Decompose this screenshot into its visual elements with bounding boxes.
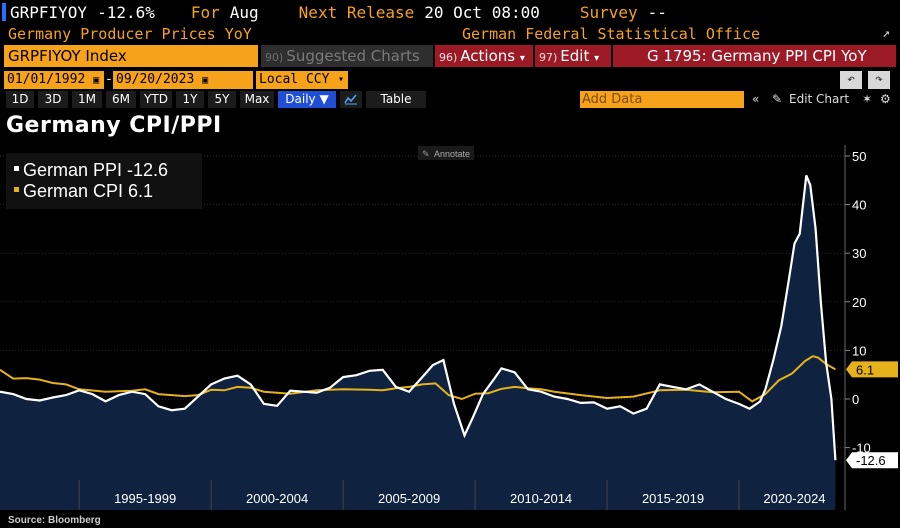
graph-title: G 1795: Germany PPI CPI YoY <box>613 45 896 67</box>
edit-label: Edit <box>560 47 590 65</box>
popout-icon[interactable]: ↗ <box>882 26 890 41</box>
redo-icon[interactable]: ↷ <box>868 71 890 89</box>
line-chart-icon[interactable] <box>340 91 362 108</box>
ppi-line <box>0 174 837 461</box>
date-range-row: 01/01/1992 ▣ - 09/20/2023 ▣ Local CCY ▾ … <box>0 71 900 89</box>
for-value: Aug <box>229 2 259 22</box>
ticker[interactable]: GRPFIYOY <box>10 2 88 22</box>
currency-value: Local CCY <box>259 72 330 87</box>
legend-ppi: German PPI -12.6 <box>23 160 168 180</box>
suggested-num: 90) <box>265 51 284 64</box>
y-axis-ticks: -10 0 10 20 30 40 50 <box>845 149 871 456</box>
survey-label: Survey <box>579 2 638 22</box>
edit-button[interactable]: 97) Edit ▾ <box>535 45 611 67</box>
x-tick-label: 2015-2019 <box>642 491 704 506</box>
legend-box <box>6 153 202 209</box>
period-5y[interactable]: 5Y <box>208 91 236 108</box>
chart-title: Germany CPI/PPI <box>6 113 222 138</box>
start-date-value: 01/01/1992 <box>7 72 86 87</box>
annotate-bg <box>418 146 474 160</box>
chevron-down-icon: ▾ <box>594 53 600 64</box>
gear-icon[interactable]: ⚙ <box>880 92 891 106</box>
next-release-label: Next Release <box>298 2 415 22</box>
cpi-tag-label: 6.1 <box>856 362 874 377</box>
security-marker <box>2 3 6 21</box>
period-1d[interactable]: 1D <box>6 91 34 108</box>
ppi-tag-bg <box>846 452 898 469</box>
undo-icon[interactable]: ↶ <box>840 71 862 89</box>
frequency-select[interactable]: Daily ▼ <box>278 91 336 108</box>
pencil-icon[interactable]: ✎ <box>772 92 783 106</box>
toolbar: GRPFIYOY Index 90) Suggested Charts 96) Ac… <box>0 45 900 67</box>
y-tick-label: -10 <box>852 441 871 456</box>
period-3d[interactable]: 3D <box>38 91 68 108</box>
legend-cpi: German CPI 6.1 <box>23 181 153 201</box>
suggested-charts-button[interactable]: 90) Suggested Charts <box>261 45 433 67</box>
x-axis-ticks: 1995-1999 2000-2004 2005-2009 2010-2014 2015… <box>114 491 825 506</box>
survey-value: -- <box>647 2 667 22</box>
end-date-input[interactable]: 09/20/2023 ▣ <box>113 71 253 89</box>
index-field[interactable]: GRPFIYOY Index <box>4 45 258 67</box>
for-label: For <box>190 2 220 22</box>
next-release-value: 20 Oct 08:00 <box>424 2 540 22</box>
annotate-button[interactable]: ✎ Annotate <box>418 146 474 160</box>
chevron-down-icon: ▾ <box>337 74 344 85</box>
source-text: Source: Bloomberg <box>8 515 101 526</box>
y-tick-label: 50 <box>852 149 866 164</box>
security-description: Germany Producer Prices YoY <box>8 25 252 43</box>
change-value: -12.6% <box>97 2 155 22</box>
x-tick-label: 2005-2009 <box>378 491 440 506</box>
end-date-value: 09/20/2023 <box>116 72 195 87</box>
legend-ppi-swatch <box>14 166 19 171</box>
y-tick-label: 20 <box>852 295 866 310</box>
add-data-input[interactable]: Add Data <box>580 91 744 108</box>
x-tick-label: 2020-2024 <box>763 491 825 506</box>
y-tick-label: 10 <box>852 343 866 358</box>
suggested-label: Suggested Charts <box>286 47 420 65</box>
pencil-icon: ✎ <box>422 150 430 160</box>
period-max[interactable]: Max <box>240 91 274 108</box>
collapse-icon[interactable]: « <box>752 92 760 106</box>
actions-button[interactable]: 96) Actions ▾ <box>435 45 533 67</box>
edit-num: 97) <box>539 51 558 64</box>
date-range-separator: - <box>105 72 113 87</box>
period-1m[interactable]: 1M <box>72 91 102 108</box>
actions-label: Actions <box>460 47 516 65</box>
ppi-tag-label: -12.6 <box>856 453 886 468</box>
period-1y[interactable]: 1Y <box>176 91 204 108</box>
period-6m[interactable]: 6M <box>106 91 136 108</box>
vertical-grid <box>78 480 740 510</box>
calendar-icon: ▣ <box>202 75 209 86</box>
frequency-value: Daily <box>285 92 316 106</box>
description-row: Germany Producer Prices YoY German Feder… <box>0 24 900 44</box>
settings-sliders-icon[interactable]: ✶ <box>862 92 873 106</box>
currency-select[interactable]: Local CCY ▾ <box>256 71 348 89</box>
calendar-icon: ▣ <box>93 75 100 86</box>
y-tick-label: 30 <box>852 246 866 261</box>
table-button[interactable]: Table <box>366 91 426 108</box>
annotate-label: Annotate <box>434 149 470 159</box>
period-row: 1D 3D 1M 6M YTD 1Y 5Y Max Daily ▼ Table … <box>0 91 900 109</box>
cpi-line <box>0 355 836 403</box>
x-tick-label: 2000-2004 <box>246 491 308 506</box>
x-tick-label: 2010-2014 <box>510 491 572 506</box>
y-tick-label: 40 <box>852 198 866 213</box>
period-ytd[interactable]: YTD <box>140 91 172 108</box>
ppi-area <box>0 175 836 510</box>
chevron-down-icon: ▼ <box>319 92 329 106</box>
actions-num: 96) <box>439 51 458 64</box>
edit-chart-label[interactable]: Edit Chart <box>789 92 850 106</box>
legend-cpi-swatch <box>14 187 19 192</box>
start-date-input[interactable]: 01/01/1992 ▣ <box>4 71 104 89</box>
x-tick-label: 1995-1999 <box>114 491 176 506</box>
security-header: GRPFIYOY -12.6% For Aug Next Release 20 … <box>0 0 900 24</box>
source-organization[interactable]: German Federal Statistical Office <box>462 25 761 43</box>
cpi-tag-bg <box>846 361 898 378</box>
last-value-tags: 6.1 -12.6 <box>846 361 898 469</box>
chevron-down-icon: ▾ <box>519 53 525 64</box>
y-tick-label: 0 <box>852 392 859 407</box>
